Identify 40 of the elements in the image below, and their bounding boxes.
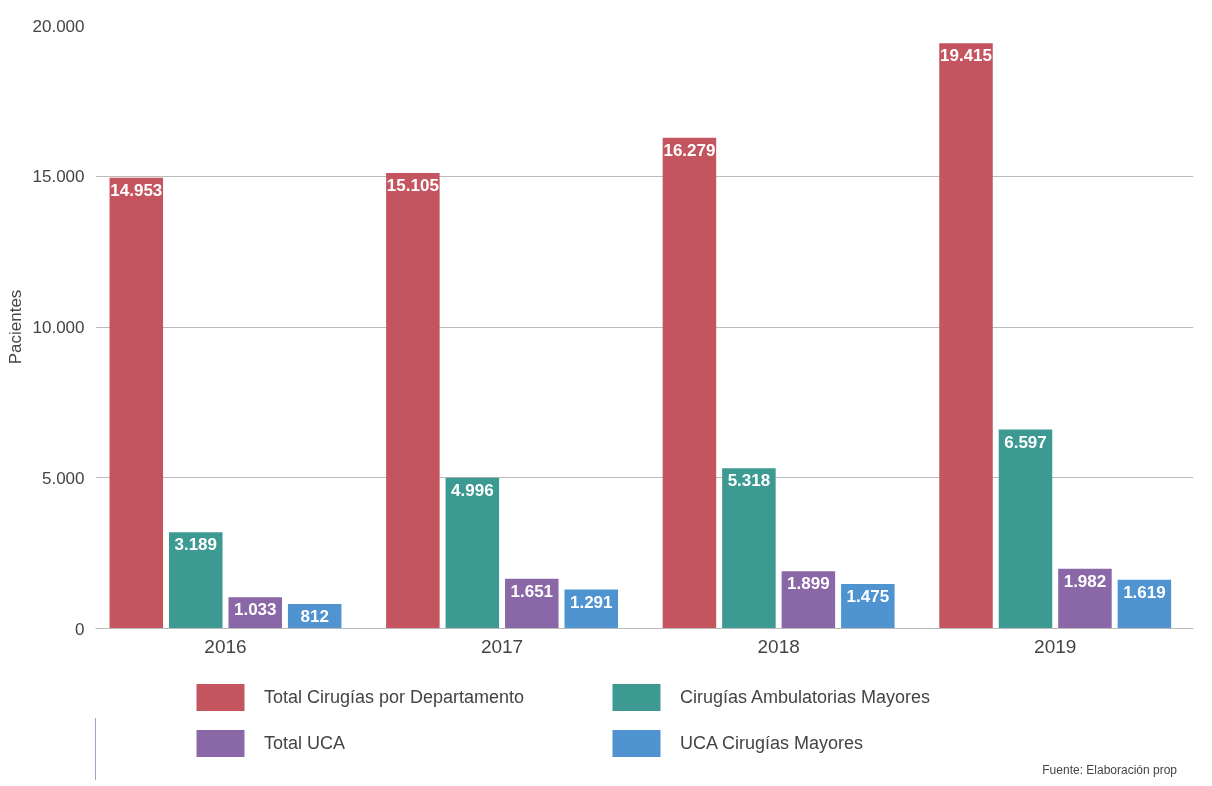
bar — [998, 429, 1053, 629]
legend-label: Total Cirugías por Departamento — [264, 686, 526, 708]
bar — [109, 177, 164, 629]
y-tick-label: 5.000 — [41, 468, 85, 488]
x-tick-label: 2017 — [480, 635, 524, 657]
legend-label: UCA Cirugías Mayores — [680, 732, 865, 754]
data-label: 1.291 — [569, 592, 613, 612]
data-label: 6.597 — [1004, 432, 1047, 452]
data-label: 4.996 — [451, 480, 494, 500]
y-tick-label: 15.000 — [32, 167, 85, 187]
data-label: 14.953 — [110, 180, 163, 200]
bar — [169, 532, 223, 629]
data-label: 1.899 — [787, 574, 830, 594]
bar — [1058, 568, 1112, 629]
data-label: 1.982 — [1063, 571, 1107, 591]
y-axis-title: Pacientes — [5, 289, 25, 365]
x-tick-label: 2018 — [757, 635, 800, 657]
data-label: 1.619 — [1123, 582, 1166, 602]
x-tick-label: 2019 — [1034, 635, 1077, 657]
y-tick-label: 10.000 — [32, 318, 85, 337]
bar — [722, 468, 776, 629]
bar — [939, 43, 993, 629]
y-tick-label: 0 — [75, 619, 85, 639]
data-label: 1.651 — [510, 581, 554, 601]
bar — [386, 173, 440, 629]
data-label: 19.415 — [940, 46, 993, 66]
bar — [662, 137, 717, 629]
legend-label: Total UCA — [264, 732, 347, 754]
x-tick-label: 2016 — [204, 635, 247, 657]
y-tick-label: 20.000 — [32, 16, 85, 36]
data-label: 1.033 — [233, 600, 277, 620]
bar — [445, 477, 500, 629]
data-label: 16.279 — [663, 140, 716, 160]
data-label: 3.189 — [174, 535, 218, 555]
legend-label: Cirugías Ambulatorias Mayores — [680, 686, 932, 708]
data-label: 15.105 — [386, 176, 439, 196]
data-label: 5.318 — [727, 471, 771, 491]
data-label: 812 — [300, 607, 329, 627]
data-label: 1.475 — [846, 587, 890, 607]
source-note: Fuente: Elaboración prop — [1042, 762, 1178, 777]
